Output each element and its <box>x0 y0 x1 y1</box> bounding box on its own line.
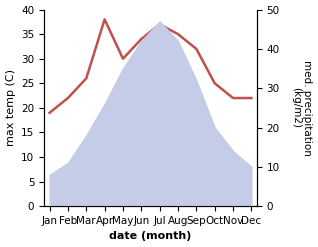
Y-axis label: max temp (C): max temp (C) <box>5 69 16 146</box>
X-axis label: date (month): date (month) <box>109 231 192 242</box>
Y-axis label: med. precipitation
(kg/m2): med. precipitation (kg/m2) <box>291 60 313 156</box>
